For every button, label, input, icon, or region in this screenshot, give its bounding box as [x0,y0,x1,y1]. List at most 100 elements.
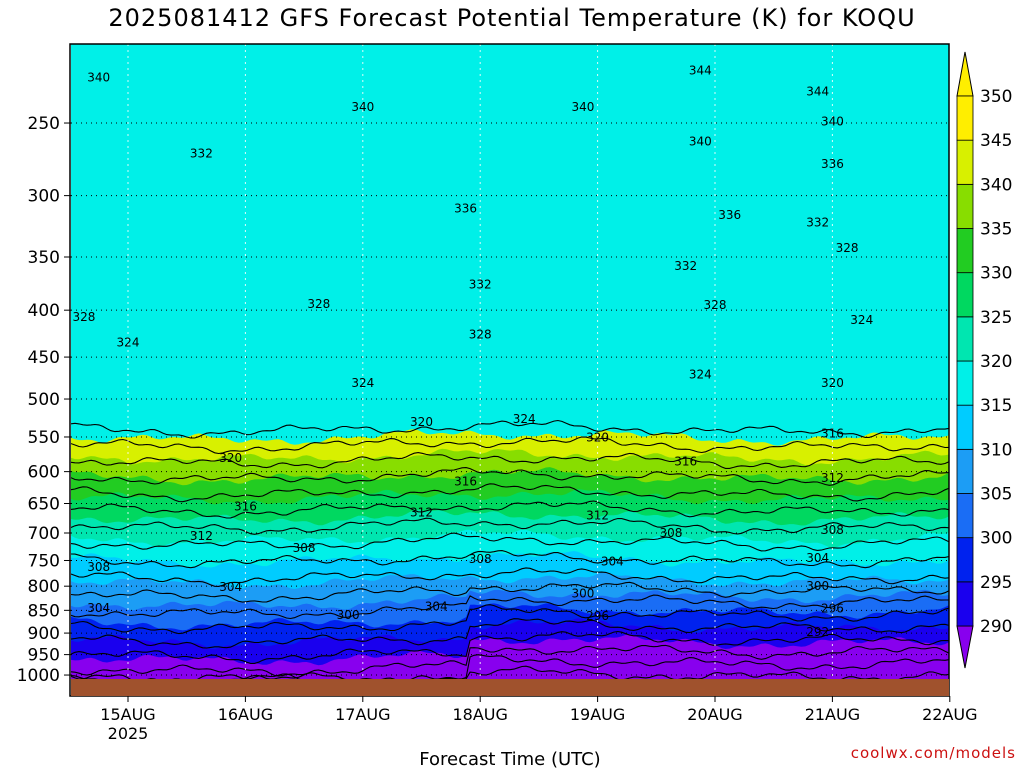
colorbar-bottom-arrow [956,625,974,669]
contour-line-352 [71,419,949,439]
contour-label: 340 [821,114,844,128]
contour-label: 324 [351,376,374,390]
contour-label: 308 [293,541,316,555]
y-tick-label-650: 650 [28,495,60,515]
contour-label: 332 [190,147,213,161]
y-tick-label-350: 350 [28,248,60,268]
colorbar-segment-295 [956,537,974,583]
colorbar-segment-340 [956,139,974,185]
contour-label: 300 [571,587,594,601]
contour-label: 328 [307,297,330,311]
contour-label: 308 [660,526,683,540]
colorbar-segment-335 [956,183,974,229]
plot-area [71,44,949,679]
contour-label: 340 [689,135,712,149]
contour-label: 316 [674,455,697,469]
colorbar: 290 295 300 305 310 315 320 325 330 335 340 345 350 [956,51,1012,669]
x-tick-label-22AUG: 22AUG [922,705,977,724]
colorbar-label-295: 295 [980,573,1012,593]
contour-line-284 [71,665,949,679]
contour-label: 324 [117,336,140,350]
y-tick-label-450: 450 [28,348,60,368]
x-tick-label-18AUG: 18AUG [452,705,507,724]
colorbar-label-310: 310 [980,440,1012,460]
contour-line-292 [71,644,949,677]
colorbar-segment-290 [956,581,974,627]
contour-label: 320 [410,415,433,429]
contour-label: 308 [469,552,492,566]
y-tick-label-1000: 1000 [17,666,60,686]
contour-label: 316 [821,426,844,440]
x-tick-label-21AUG: 21AUG [805,705,860,724]
x-axis-label: Forecast Time (UTC) [419,749,600,768]
contour-label: 296 [586,609,609,623]
x-tick-label-20AUG: 20AUG [687,705,742,724]
y-tick-label-900: 900 [28,624,60,644]
colorbar-label-325: 325 [980,308,1012,328]
y-tick-label-500: 500 [28,390,60,410]
colorbar-label-335: 335 [980,220,1012,240]
contour-label: 296 [821,601,844,615]
contour-label: 320 [219,451,242,465]
contour-label: 304 [601,555,624,569]
y-tick-label-950: 950 [28,646,60,666]
colorbar-top-arrow [956,51,974,97]
colorbar-label-320: 320 [980,352,1012,372]
contour-label: 304 [806,551,829,565]
contour-line-316 [71,567,949,587]
y-tick-label-600: 600 [28,463,60,483]
x-tick-label-16AUG: 16AUG [218,705,273,724]
contour-label: 336 [821,157,844,171]
y-tick-label-250: 250 [28,114,60,134]
contour-label: 312 [410,506,433,520]
contour-label: 324 [850,313,873,327]
contour-line-348 [71,436,949,455]
y-tick-label-750: 750 [28,551,60,571]
x-tick-label-15AUG: 15AUG [100,705,155,724]
colorbar-segment-305 [956,448,974,494]
contour-label: 324 [689,367,712,381]
colorbar-label-330: 330 [980,264,1012,284]
contour-label: 320 [586,431,609,445]
y-tick-label-800: 800 [28,577,60,597]
contour-line-296 [71,630,949,664]
colorbar-segment-325 [956,272,974,318]
contour-line-336 [71,483,949,503]
colorbar-label-350: 350 [980,87,1012,107]
contour-line-324 [71,532,949,552]
contour-label: 300 [337,608,360,622]
colorbar-segment-330 [956,228,974,274]
contour-line-308 [71,594,949,620]
y-tick-label-300: 300 [28,187,60,207]
contour-line-340 [71,467,949,486]
contour-label: 340 [87,71,110,85]
colorbar-label-340: 340 [980,175,1012,195]
contour-line-344 [71,452,949,469]
contour-label: 300 [806,579,829,593]
colorbar-label-290: 290 [980,617,1012,637]
y-axis: 250 300 350 400 450 500 550 600 650 700 750 800 850 9… [17,114,71,686]
contour-label: 312 [190,529,213,543]
y-tick-label-550: 550 [28,428,60,448]
colorbar-segment-320 [956,316,974,362]
y-tick-label-700: 700 [28,524,60,544]
contour-label: 304 [425,600,448,614]
colorbar-label-305: 305 [980,485,1012,505]
contour-label: 332 [674,259,697,273]
contour-label: 344 [689,63,712,77]
fill-band-290 [71,648,949,679]
credit-text: coolwx.com/models [850,744,1016,762]
contour-label: 324 [513,412,536,426]
x-axis: 15AUG 16AUG 17AUG 18AUG 19AUG 20AUG 21AUG 22AUG… [100,696,978,743]
colorbar-segment-300 [956,493,974,539]
y-tick-label-850: 850 [28,601,60,621]
colorbar-label-345: 345 [980,131,1012,151]
contour-label: 336 [454,202,477,216]
ground-strip [71,679,949,696]
x-tick-label-19AUG: 19AUG [570,705,625,724]
chart-title: 2025081412 GFS Forecast Potential Temper… [108,4,916,32]
colorbar-segment-310 [956,404,974,450]
contour-label: 344 [806,85,829,99]
contour-line-328 [71,517,949,535]
